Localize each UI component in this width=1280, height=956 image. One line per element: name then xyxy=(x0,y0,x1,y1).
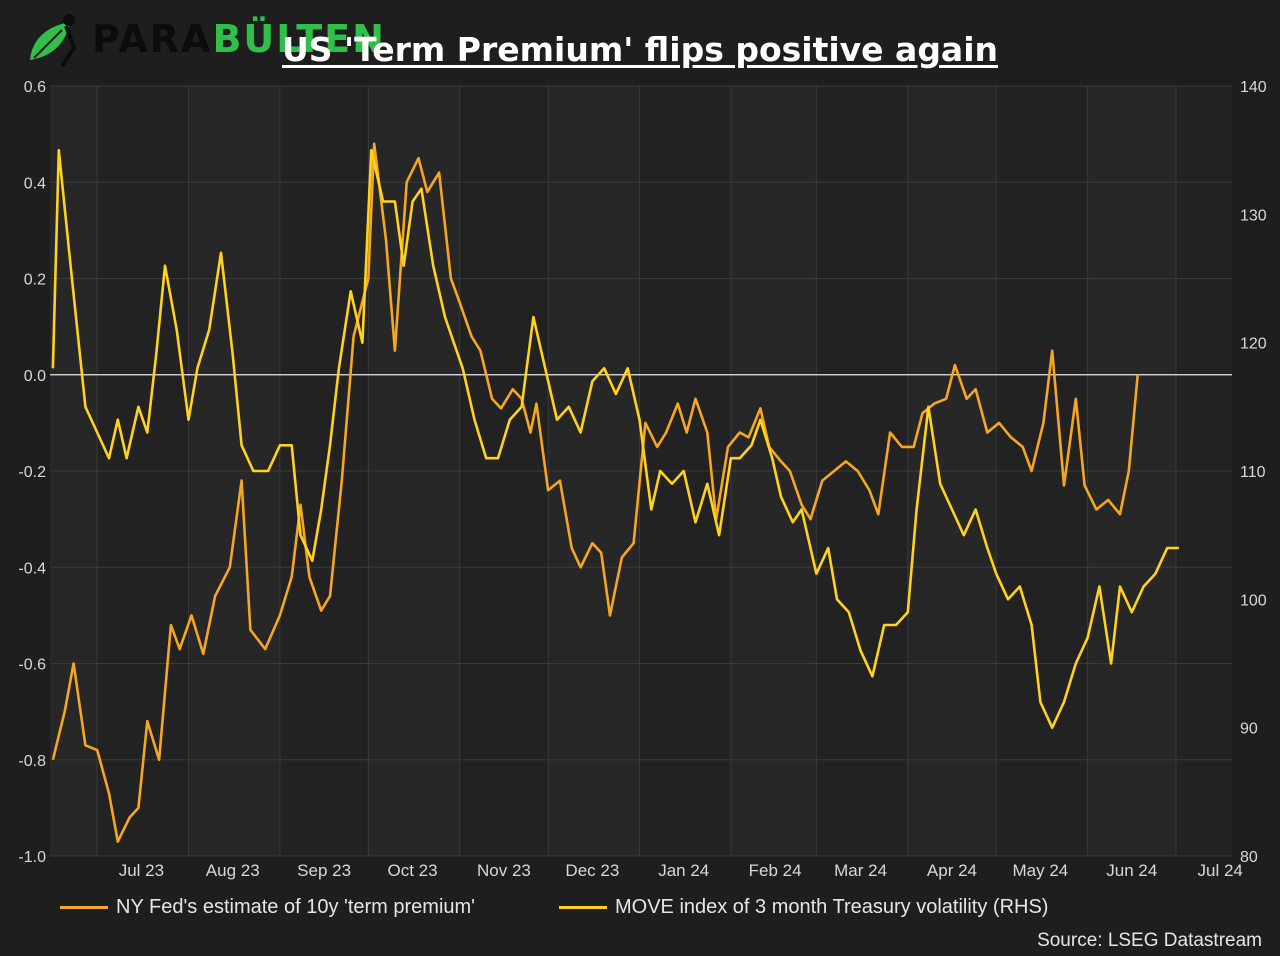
left-tick-label: 0.0 xyxy=(24,368,46,385)
right-tick-label: 80 xyxy=(1240,849,1258,866)
x-tick-label: Oct 23 xyxy=(388,861,438,880)
x-tick-label: Nov 23 xyxy=(477,861,531,880)
x-tick-label: Aug 23 xyxy=(206,861,260,880)
legend-swatch-term-premium xyxy=(60,906,108,909)
left-axis-ticks: 0.6 0.4 0.2 0.0 -0.2 -0.4 -0.6 -0.8 -1.0 xyxy=(18,79,46,866)
left-tick-label: -0.8 xyxy=(18,753,46,770)
left-tick-label: 0.6 xyxy=(24,79,46,96)
legend: NY Fed's estimate of 10y 'term premium' … xyxy=(60,896,1132,919)
x-tick-label: Jun 24 xyxy=(1106,861,1157,880)
x-tick-label: Jul 24 xyxy=(1198,861,1243,880)
logo: PARABÜLTEN xyxy=(22,8,386,70)
series-line-move-index xyxy=(51,148,1179,729)
x-tick-label: Mar 24 xyxy=(834,861,887,880)
left-tick-label: 0.2 xyxy=(24,272,46,289)
source-note: Source: LSEG Datastream xyxy=(1037,930,1262,951)
x-tick-label: Dec 23 xyxy=(565,861,619,880)
logo-leaf-icon xyxy=(30,14,77,68)
right-axis-ticks: 140 130 120 110 100 90 80 xyxy=(1240,79,1267,866)
right-tick-label: 90 xyxy=(1240,721,1258,738)
series-line-term-premium xyxy=(51,142,1139,843)
x-tick-label: Sep 23 xyxy=(297,861,351,880)
x-tick-label: Apr 24 xyxy=(927,861,977,880)
right-tick-label: 110 xyxy=(1240,464,1266,481)
logo-bulten: BÜLTEN xyxy=(212,17,386,61)
legend-item-term-premium: NY Fed's estimate of 10y 'term premium' xyxy=(60,896,475,919)
right-tick-label: 100 xyxy=(1240,592,1267,609)
chart-title: US 'Term Premium' flips positive again xyxy=(281,30,999,69)
series-lines xyxy=(51,142,1179,843)
left-tick-label: 0.4 xyxy=(24,175,46,192)
x-tick-label: May 24 xyxy=(1013,861,1069,880)
right-tick-label: 130 xyxy=(1240,207,1267,224)
x-tick-label: Feb 24 xyxy=(749,861,802,880)
legend-label-move-index: MOVE index of 3 month Treasury volatilit… xyxy=(614,896,1049,918)
x-axis-ticks: Jul 23 Aug 23 Sep 23 Oct 23 Nov 23 Dec 23 Jan … xyxy=(119,861,1243,880)
right-tick-label: 140 xyxy=(1240,79,1267,96)
x-tick-label: Jul 23 xyxy=(119,861,164,880)
legend-label-term-premium: NY Fed's estimate of 10y 'term premium' xyxy=(116,896,475,918)
legend-item-move-index: MOVE index of 3 month Treasury volatilit… xyxy=(558,896,1049,919)
legend-swatch-move-index xyxy=(558,906,607,909)
x-tick-label: Jan 24 xyxy=(658,861,709,880)
logo-text: PARABÜLTEN xyxy=(92,17,386,61)
logo-para: PARA xyxy=(92,17,213,61)
left-tick-label: -0.6 xyxy=(18,657,46,674)
left-tick-label: -0.4 xyxy=(18,560,46,577)
left-tick-label: -1.0 xyxy=(18,849,46,866)
left-tick-label: -0.2 xyxy=(18,464,46,481)
right-tick-label: 120 xyxy=(1240,336,1267,353)
